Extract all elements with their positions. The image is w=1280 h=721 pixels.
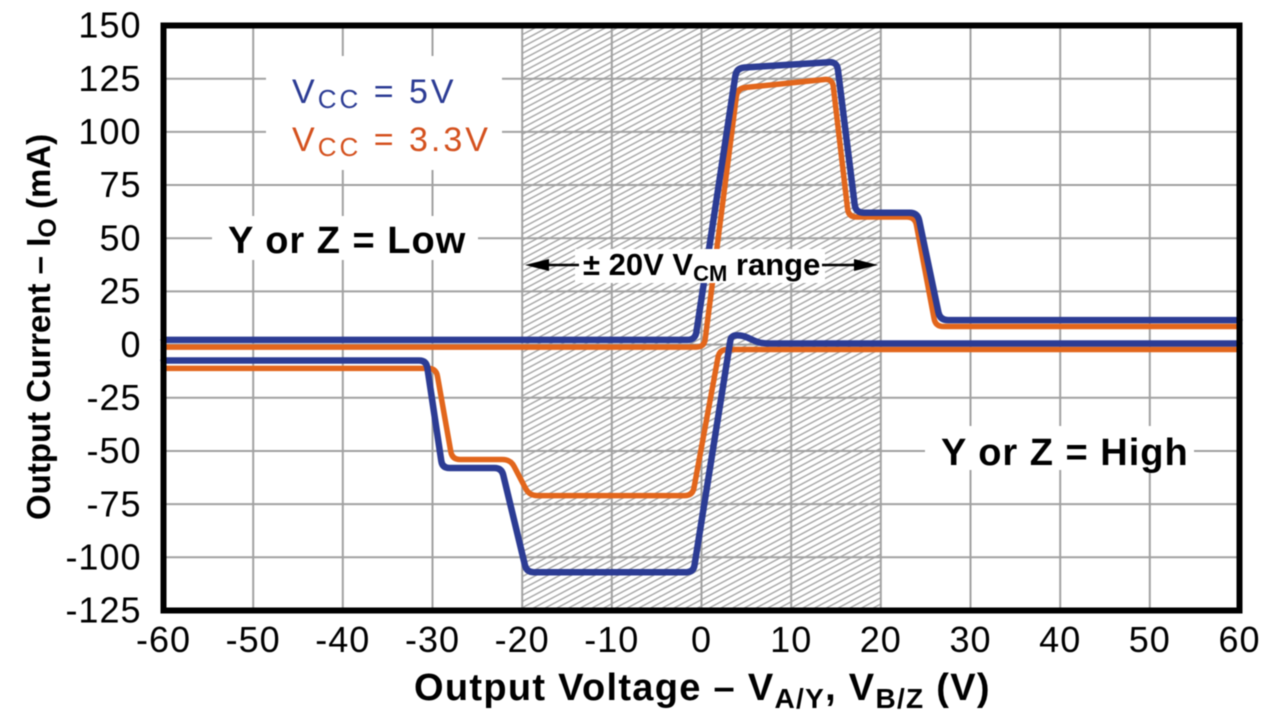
svg-text:Y or Z = High: Y or Z = High [941,432,1189,474]
svg-text:Output Current – IO (mA): Output Current – IO (mA) [20,134,62,520]
svg-text:150: 150 [78,5,141,46]
svg-text:0: 0 [691,619,712,660]
svg-text:50: 50 [99,217,141,258]
svg-text:-50: -50 [86,430,141,471]
svg-text:-125: -125 [65,590,141,631]
svg-text:20: 20 [860,619,902,660]
svg-text:40: 40 [1039,619,1081,660]
svg-text:50: 50 [1129,619,1171,660]
svg-text:-25: -25 [86,377,141,418]
svg-text:-10: -10 [584,619,639,660]
svg-text:-40: -40 [315,619,370,660]
svg-text:30: 30 [949,619,991,660]
svg-text:-50: -50 [226,619,281,660]
svg-text:± 20V VCM range: ± 20V VCM range [583,247,820,286]
svg-text:100: 100 [78,111,141,152]
svg-text:-100: -100 [65,537,141,578]
svg-text:60: 60 [1218,619,1260,660]
svg-text:-75: -75 [86,483,141,524]
svg-text:10: 10 [770,619,812,660]
svg-text:75: 75 [99,164,141,205]
svg-text:Y or Z = Low: Y or Z = Low [228,220,466,262]
svg-text:VCC = 5V: VCC = 5V [292,73,457,114]
svg-text:-30: -30 [405,619,460,660]
svg-text:VCC = 3.3V: VCC = 3.3V [292,121,491,162]
svg-text:125: 125 [78,58,141,99]
svg-text:Output Voltage – VA/Y, VB/Z (V: Output Voltage – VA/Y, VB/Z (V) [414,667,991,714]
svg-text:0: 0 [120,324,141,365]
svg-text:-20: -20 [495,619,550,660]
svg-text:25: 25 [99,271,141,312]
svg-text:-60: -60 [136,619,191,660]
